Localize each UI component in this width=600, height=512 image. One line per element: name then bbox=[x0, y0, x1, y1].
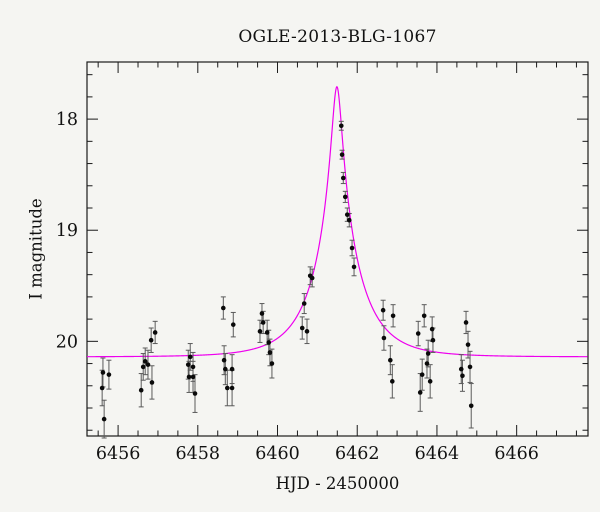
data-point-marker bbox=[190, 374, 196, 380]
x-tick-label: 6464 bbox=[415, 444, 460, 464]
data-point-marker bbox=[309, 275, 315, 281]
data-point-marker bbox=[257, 329, 263, 334]
data-point-marker bbox=[421, 313, 427, 319]
data-point-marker bbox=[429, 326, 435, 332]
x-tick-label: 6462 bbox=[335, 444, 380, 464]
data-point-marker bbox=[468, 403, 474, 409]
data-point-marker bbox=[380, 307, 386, 313]
data-point-marker bbox=[388, 357, 393, 363]
data-point-marker bbox=[425, 351, 431, 356]
data-point-marker bbox=[301, 301, 307, 306]
data-point-marker bbox=[224, 385, 230, 391]
chart-title: OGLE-2013-BLG-1067 bbox=[238, 27, 437, 47]
data-point-marker bbox=[229, 385, 235, 391]
data-point-marker bbox=[223, 366, 228, 372]
data-point-marker bbox=[185, 362, 191, 367]
x-tick-label: 6466 bbox=[494, 444, 539, 464]
data-point-marker bbox=[460, 373, 465, 379]
data-point-marker bbox=[192, 391, 198, 396]
data-point-marker bbox=[221, 357, 227, 363]
data-point-marker bbox=[186, 374, 192, 380]
data-point-marker bbox=[349, 245, 355, 251]
data-point-marker bbox=[221, 305, 226, 311]
data-point-marker bbox=[390, 379, 395, 384]
x-axis-label: HJD - 2450000 bbox=[275, 474, 400, 493]
y-tick-label: 19 bbox=[56, 221, 78, 241]
axis-ticks bbox=[87, 62, 588, 436]
data-point-marker bbox=[417, 390, 423, 395]
data-point-marker bbox=[299, 325, 305, 331]
data-points bbox=[99, 123, 474, 422]
data-point-marker bbox=[342, 194, 348, 200]
data-point-marker bbox=[152, 330, 158, 335]
data-point-marker bbox=[304, 329, 310, 334]
y-tick-label: 18 bbox=[56, 110, 78, 130]
data-point-marker bbox=[381, 335, 387, 341]
data-point-marker bbox=[100, 370, 106, 375]
data-point-marker bbox=[427, 379, 433, 384]
data-point-marker bbox=[101, 416, 107, 422]
error-bars bbox=[99, 120, 474, 439]
data-point-marker bbox=[344, 212, 350, 217]
data-point-marker bbox=[339, 152, 345, 157]
data-point-marker bbox=[346, 217, 352, 223]
data-point-marker bbox=[149, 380, 155, 385]
data-point-marker bbox=[106, 372, 112, 377]
data-point-marker bbox=[467, 364, 473, 370]
x-tick-label: 6460 bbox=[255, 444, 300, 464]
data-point-marker bbox=[424, 361, 430, 366]
data-point-marker bbox=[190, 364, 196, 370]
data-point-marker bbox=[269, 361, 275, 366]
data-point-marker bbox=[463, 320, 469, 325]
data-point-marker bbox=[266, 340, 272, 345]
data-point-marker bbox=[230, 322, 236, 327]
x-tick-label: 6456 bbox=[96, 444, 141, 464]
tick-labels: 6456 6458 6460 6462 6464 6466 18 19 20 bbox=[56, 110, 539, 464]
data-point-marker bbox=[430, 337, 436, 343]
data-point-marker bbox=[338, 123, 344, 129]
data-point-marker bbox=[390, 313, 396, 319]
data-point-marker bbox=[259, 311, 265, 316]
data-point-marker bbox=[148, 337, 154, 343]
model-curve bbox=[87, 85, 588, 358]
data-point-marker bbox=[415, 331, 421, 336]
axis-frame bbox=[86, 61, 589, 437]
data-point-marker bbox=[99, 385, 105, 391]
y-tick-label: 20 bbox=[56, 332, 78, 352]
data-point-marker bbox=[229, 366, 235, 372]
x-tick-label: 6458 bbox=[176, 444, 221, 464]
data-point-marker bbox=[419, 372, 425, 377]
data-point-marker bbox=[138, 387, 144, 393]
data-point-marker bbox=[340, 175, 346, 181]
data-point-marker bbox=[458, 366, 464, 372]
data-point-marker bbox=[142, 359, 148, 364]
data-point-marker bbox=[260, 320, 266, 325]
data-point-marker bbox=[187, 354, 193, 360]
data-point-marker bbox=[145, 362, 151, 367]
data-point-marker bbox=[264, 330, 270, 335]
data-point-marker bbox=[351, 264, 357, 270]
data-point-marker bbox=[140, 364, 146, 370]
data-point-marker bbox=[267, 350, 273, 355]
data-point-marker bbox=[465, 342, 471, 347]
